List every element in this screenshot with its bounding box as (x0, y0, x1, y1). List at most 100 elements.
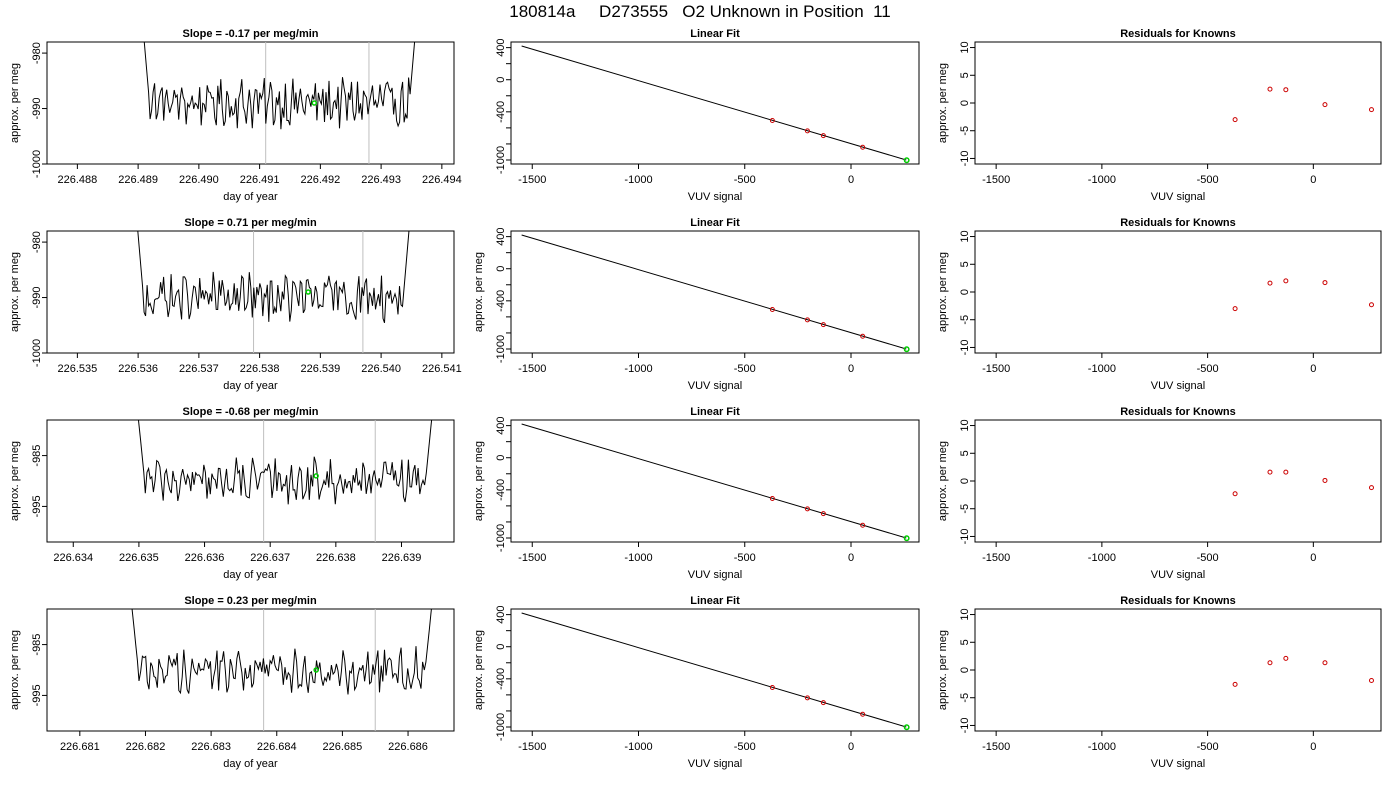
x-axis-label: day of year (223, 380, 278, 392)
data-trace (131, 609, 432, 695)
data-trace (137, 420, 433, 505)
x-tick-label: -1000 (1088, 174, 1116, 186)
plot-area (521, 234, 910, 353)
y-tick-label: 400 (495, 416, 507, 434)
panel-title: Residuals for Knowns (1120, 595, 1236, 607)
x-tick-label: 0 (1310, 741, 1316, 753)
y-axis-label: approx. per meg (937, 630, 949, 710)
plot-area (1232, 86, 1374, 123)
x-tick-label: -1500 (518, 552, 546, 564)
x-axis-label: VUV signal (1151, 569, 1205, 581)
x-tick-label: 0 (848, 363, 854, 375)
x-tick-label: 0 (848, 552, 854, 564)
unknown-marker (313, 473, 319, 479)
plot-frame (974, 41, 1382, 165)
panel-title: Residuals for Knowns (1120, 28, 1236, 40)
plot-area (1232, 469, 1374, 497)
known-point (1322, 102, 1328, 108)
plot-area (1232, 655, 1374, 687)
panel-1-2: Linear Fit -1500 -1000 -500 0 VUV signal -1000… (495, 28, 920, 203)
panel-title: Slope = -0.17 per meg/min (182, 28, 318, 40)
x-tick-label: 0 (1310, 363, 1316, 375)
panel-title: Slope = -0.68 per meg/min (182, 406, 318, 418)
y-axis-label: approx. per meg (937, 252, 949, 332)
x-tick-label: 226.683 (191, 741, 231, 753)
x-axis-label: VUV signal (688, 191, 742, 203)
known-point (769, 117, 775, 123)
y-tick-label: 400 (495, 605, 507, 623)
y-tick-label: 0 (959, 289, 971, 295)
known-point (1322, 477, 1328, 483)
y-tick-label: -400 (495, 479, 507, 501)
y-tick-label: 10 (959, 230, 971, 242)
y-axis-label: approx. per meg (9, 252, 21, 332)
y-tick-label: 0 (959, 478, 971, 484)
y-axis-label: approx. per meg (937, 441, 949, 521)
x-tick-label: -1500 (982, 174, 1010, 186)
y-tick-label: 0 (495, 644, 507, 650)
panel-4-3: Residuals for Knowns -1500 -1000 -500 0 VUV s… (937, 595, 1382, 770)
y-axis-label: approx. per meg (9, 441, 21, 521)
x-tick-label: 226.537 (179, 363, 219, 375)
x-tick-label: 226.686 (388, 741, 428, 753)
y-tick-label: 10 (959, 41, 971, 53)
y-tick-label: -5 (959, 315, 971, 325)
y-tick-label: 0 (495, 77, 507, 83)
x-tick-label: -1000 (1088, 363, 1116, 375)
unknown-marker (305, 289, 311, 295)
x-tick-label: -1000 (624, 174, 652, 186)
figure-title: 180814a D273555 O2 Unknown in Position 1… (509, 2, 891, 21)
known-point (1368, 107, 1374, 113)
panel-1-1: Slope = -0.17 per meg/min 226.488 226.489 2… (9, 28, 462, 203)
known-point (1267, 469, 1273, 475)
x-tick-label: 0 (1310, 174, 1316, 186)
y-tick-label: 5 (959, 261, 971, 267)
panel-title: Linear Fit (690, 406, 740, 418)
y-tick-label: -1000 (495, 335, 507, 363)
y-tick-label: -995 (31, 495, 43, 517)
x-tick-label: -500 (734, 552, 756, 564)
x-tick-label: 226.540 (361, 363, 401, 375)
x-tick-label: -1500 (518, 174, 546, 186)
x-tick-label: 226.681 (60, 741, 100, 753)
plot-area (143, 42, 416, 164)
known-point (1232, 681, 1238, 687)
x-tick-label: 0 (848, 741, 854, 753)
known-point (769, 495, 775, 501)
plot-area (521, 612, 910, 731)
x-tick-label: 226.541 (422, 363, 462, 375)
panel-title: Slope = 0.71 per meg/min (184, 217, 317, 229)
x-tick-label: 226.634 (53, 552, 93, 564)
y-tick-label: -980 (31, 42, 43, 64)
known-point (1283, 655, 1289, 661)
y-tick-label: 0 (495, 455, 507, 461)
known-point (1368, 678, 1374, 684)
panel-2-3: Residuals for Knowns -1500 -1000 -500 0 VUV s… (937, 217, 1382, 392)
plot-area (521, 45, 910, 164)
y-tick-label: -5 (959, 693, 971, 703)
known-point (1322, 280, 1328, 286)
known-point (860, 333, 866, 339)
x-axis-label: VUV signal (688, 758, 742, 770)
y-tick-label: -985 (31, 445, 43, 467)
y-tick-label: 0 (495, 266, 507, 272)
y-tick-label: -400 (495, 101, 507, 123)
x-tick-label: -1000 (624, 363, 652, 375)
y-axis-label: approx. per meg (473, 630, 485, 710)
known-point (1283, 278, 1289, 284)
plot-area (1232, 278, 1374, 312)
y-tick-label: -10 (959, 529, 971, 545)
y-axis-label: approx. per meg (473, 252, 485, 332)
plot-frame (46, 419, 455, 543)
known-point (804, 506, 810, 512)
panel-4-1: Slope = 0.23 per meg/min 226.681 226.682 22… (9, 595, 455, 770)
fit-line (521, 612, 907, 728)
y-tick-label: -1000 (31, 339, 43, 367)
known-point (1267, 660, 1273, 666)
panel-title: Linear Fit (690, 217, 740, 229)
panel-title: Linear Fit (690, 28, 740, 40)
y-tick-label: -400 (495, 290, 507, 312)
plot-frame (46, 41, 455, 165)
unknown-point (903, 157, 910, 164)
